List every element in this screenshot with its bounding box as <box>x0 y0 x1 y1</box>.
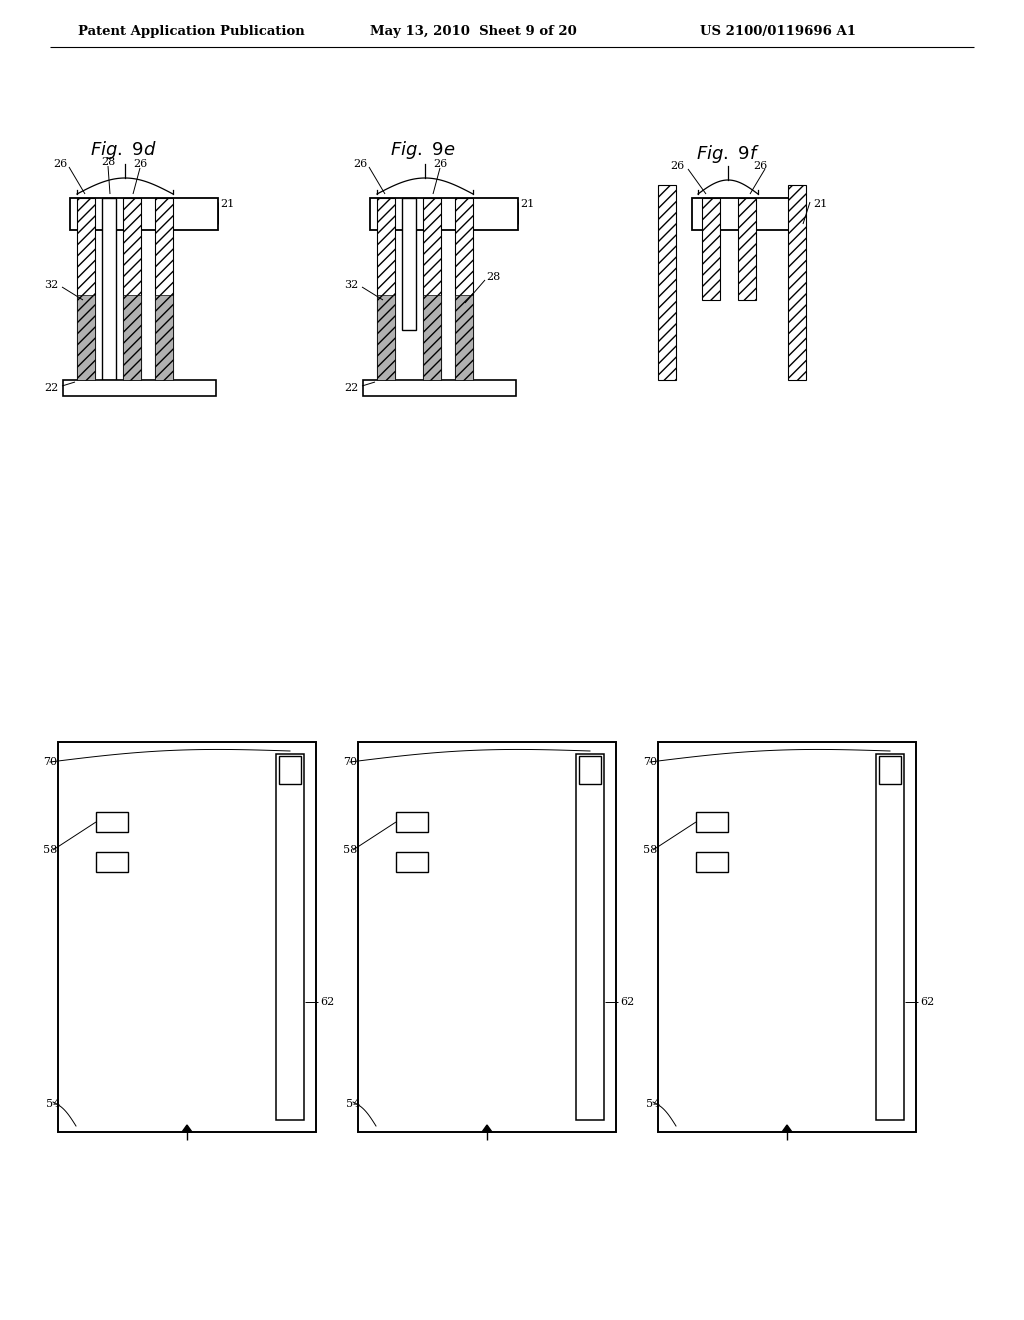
Polygon shape <box>782 1125 792 1133</box>
Bar <box>423 294 441 380</box>
Text: 21: 21 <box>520 199 535 209</box>
Bar <box>738 198 756 300</box>
Bar <box>58 742 316 1133</box>
Polygon shape <box>182 1125 193 1133</box>
Text: Patent Application Publication: Patent Application Publication <box>78 25 305 38</box>
Text: 32: 32 <box>44 280 58 290</box>
Bar <box>279 756 301 784</box>
Bar <box>455 198 473 380</box>
Text: 22: 22 <box>44 383 58 393</box>
Bar <box>155 198 173 380</box>
Text: US 2100/0119696 A1: US 2100/0119696 A1 <box>700 25 856 38</box>
Bar <box>96 812 128 832</box>
Text: 58: 58 <box>343 845 357 855</box>
Text: 26: 26 <box>753 161 767 172</box>
Bar <box>879 756 901 784</box>
Bar <box>377 198 395 380</box>
Polygon shape <box>482 1125 492 1133</box>
Bar <box>70 198 218 230</box>
Bar <box>155 294 173 380</box>
Text: $\mathit{Fig.\ 9e}$: $\mathit{Fig.\ 9e}$ <box>390 139 456 161</box>
Bar <box>658 742 916 1133</box>
Text: 21: 21 <box>220 199 234 209</box>
Bar <box>876 754 904 1119</box>
Bar <box>788 185 806 380</box>
Bar <box>96 851 128 873</box>
Bar <box>696 812 728 832</box>
Text: $\mathit{Fig.\ 9d}$: $\mathit{Fig.\ 9d}$ <box>89 139 157 161</box>
Text: 28: 28 <box>101 157 115 168</box>
Bar <box>377 294 395 380</box>
Text: 54: 54 <box>46 1100 60 1109</box>
Text: 62: 62 <box>920 997 934 1007</box>
Bar <box>63 380 216 396</box>
Bar <box>123 294 141 380</box>
Bar <box>358 742 616 1133</box>
Bar <box>696 851 728 873</box>
Bar <box>702 198 720 300</box>
Text: 26: 26 <box>353 158 368 169</box>
Bar <box>402 198 416 330</box>
Bar <box>276 754 304 1119</box>
Text: 28: 28 <box>485 272 500 282</box>
Text: 22: 22 <box>344 383 358 393</box>
Bar <box>692 198 802 230</box>
Text: $\mathit{Fig.\ 9f}$: $\mathit{Fig.\ 9f}$ <box>696 143 760 165</box>
Bar <box>362 380 516 396</box>
Text: 58: 58 <box>43 845 57 855</box>
Text: 70: 70 <box>343 756 357 767</box>
Bar <box>423 198 441 380</box>
Bar <box>370 198 518 230</box>
Text: 26: 26 <box>53 158 68 169</box>
Bar <box>396 851 428 873</box>
Text: 26: 26 <box>670 161 684 172</box>
Text: 70: 70 <box>43 756 57 767</box>
Text: 26: 26 <box>433 158 447 169</box>
Bar <box>77 198 95 380</box>
Bar <box>455 294 473 380</box>
Text: 54: 54 <box>646 1100 660 1109</box>
Text: 62: 62 <box>319 997 334 1007</box>
Text: 32: 32 <box>344 280 358 290</box>
Bar <box>575 754 604 1119</box>
Bar <box>658 185 676 380</box>
Bar <box>102 198 116 380</box>
Text: May 13, 2010  Sheet 9 of 20: May 13, 2010 Sheet 9 of 20 <box>370 25 577 38</box>
Bar <box>579 756 601 784</box>
Bar <box>123 198 141 380</box>
Bar <box>396 812 428 832</box>
Bar <box>77 294 95 380</box>
Text: 58: 58 <box>643 845 657 855</box>
Text: 26: 26 <box>133 158 147 169</box>
Text: 54: 54 <box>346 1100 360 1109</box>
Text: 21: 21 <box>813 199 827 209</box>
Text: 62: 62 <box>620 997 634 1007</box>
Text: 70: 70 <box>643 756 657 767</box>
